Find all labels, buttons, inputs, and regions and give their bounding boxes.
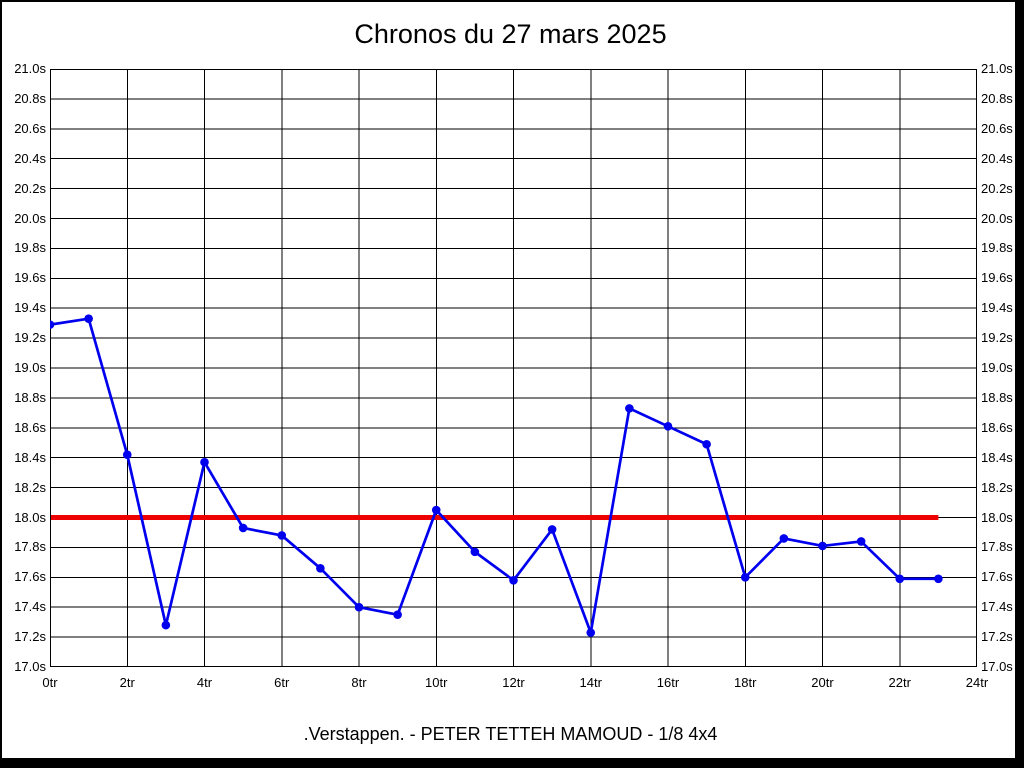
data-point (702, 439, 711, 449)
x-axis-tick-label: 12tr (502, 675, 525, 690)
y-axis-tick-label-left: 18.4s (14, 449, 46, 465)
y-axis-tick-label-left: 17.8s (14, 539, 46, 555)
y-axis-tick-label-right: 18.4s (981, 449, 1013, 465)
y-axis-tick-label-right: 20.8s (981, 90, 1013, 106)
y-axis-tick-label-left: 19.8s (14, 240, 46, 256)
y-axis-tick-label-left: 20.2s (14, 180, 46, 196)
x-axis-tick-label: 24tr (965, 675, 989, 690)
x-axis-tick-label: 0tr (42, 675, 58, 690)
y-axis-tick-label-right: 17.0s (981, 659, 1013, 674)
x-axis-tick-label: 8tr (351, 675, 367, 690)
y-axis-tick-label-left: 18.2s (14, 479, 46, 495)
y-axis-tick-label-left: 20.0s (14, 210, 46, 226)
x-axis-tick-label: 10tr (425, 675, 448, 690)
y-axis-tick-label-right: 19.6s (981, 270, 1013, 286)
y-axis-tick-label-right: 17.6s (981, 569, 1013, 585)
x-axis-tick-label: 14tr (579, 675, 602, 690)
y-axis-tick-label-right: 20.0s (981, 210, 1013, 226)
data-point (895, 574, 905, 584)
y-axis-tick-label-right: 18.6s (981, 419, 1013, 435)
data-point (818, 541, 827, 551)
series-markers (45, 314, 943, 637)
data-point (431, 505, 441, 515)
data-point (393, 610, 402, 619)
chart-title: Chronos du 27 mars 2025 (354, 19, 667, 49)
data-point (625, 404, 634, 413)
chart-plot-area (45, 69, 977, 667)
y-axis-tick-label-right: 20.4s (981, 150, 1013, 166)
x-axis-tick-label: 4tr (196, 675, 213, 690)
series-line (49, 317, 939, 634)
y-axis-tick-label-right: 19.2s (981, 330, 1013, 346)
data-point (200, 457, 209, 467)
y-axis-tick-label-right: 20.2s (981, 180, 1013, 196)
y-axis-tick-label-left: 19.4s (14, 300, 46, 316)
y-axis-tick-label-left: 17.4s (14, 599, 46, 615)
data-point (161, 620, 171, 630)
data-point (547, 525, 557, 534)
y-axis-tick-label-left: 20.6s (14, 120, 46, 136)
y-axis-tick-label-left: 20.8s (14, 90, 46, 106)
y-axis-tick-label-left: 18.8s (14, 389, 46, 405)
data-point (238, 523, 248, 533)
data-point (470, 547, 480, 557)
data-point (122, 450, 132, 460)
y-axis-tick-label-right: 17.8s (981, 539, 1013, 555)
y-axis-tick-label-left: 18.0s (14, 509, 46, 525)
data-point (316, 564, 325, 573)
y-axis-tick-label-left: 17.0s (14, 659, 46, 674)
y-axis-tick-label-left: 21.0s (14, 61, 46, 76)
y-axis-tick-label-right: 18.0s (981, 509, 1013, 525)
y-axis-tick-label-right: 21.0s (981, 61, 1013, 76)
x-axis-tick-label: 2tr (119, 675, 135, 690)
data-point (509, 575, 518, 585)
data-point (934, 574, 943, 584)
x-axis-tick-label: 6tr (274, 675, 290, 690)
chart-svg (45, 69, 977, 667)
x-axis-tick-label: 20tr (811, 675, 834, 690)
y-axis-tick-label-right: 17.4s (981, 599, 1013, 615)
data-point (740, 573, 750, 582)
data-point (586, 628, 596, 637)
x-axis-tick-label: 18tr (734, 675, 757, 690)
data-point (354, 602, 364, 612)
x-axis-tick-label: 16tr (656, 675, 680, 690)
y-axis-tick-label-right: 19.4s (981, 300, 1013, 316)
y-axis-tick-label-right: 19.0s (981, 360, 1013, 375)
data-point (779, 534, 789, 543)
chart-footer-caption: .Verstappen. - PETER TETTEH MAMOUD - 1/8… (303, 724, 718, 744)
y-axis-tick-label-right: 17.2s (981, 629, 1013, 645)
y-axis-tick-label-left: 18.6s (14, 419, 46, 435)
y-axis-tick-label-left: 19.6s (14, 270, 46, 286)
y-axis-tick-label-right: 19.8s (981, 240, 1013, 256)
y-axis-tick-label-left: 17.2s (14, 629, 46, 645)
y-axis-tick-label-left: 20.4s (14, 150, 46, 166)
data-point (856, 537, 866, 546)
y-axis-tick-label-left: 19.0s (14, 360, 46, 375)
data-point (84, 314, 93, 323)
data-point (663, 422, 673, 431)
y-axis-tick-label-right: 18.2s (981, 479, 1013, 495)
y-axis-tick-label-left: 19.2s (14, 330, 46, 346)
data-point (277, 531, 287, 540)
y-axis-tick-label-right: 20.6s (981, 120, 1013, 136)
y-axis-tick-label-left: 17.6s (14, 569, 46, 585)
y-axis-tick-label-right: 18.8s (981, 389, 1013, 405)
x-axis-tick-label: 22tr (888, 675, 911, 690)
data-point (45, 320, 55, 329)
